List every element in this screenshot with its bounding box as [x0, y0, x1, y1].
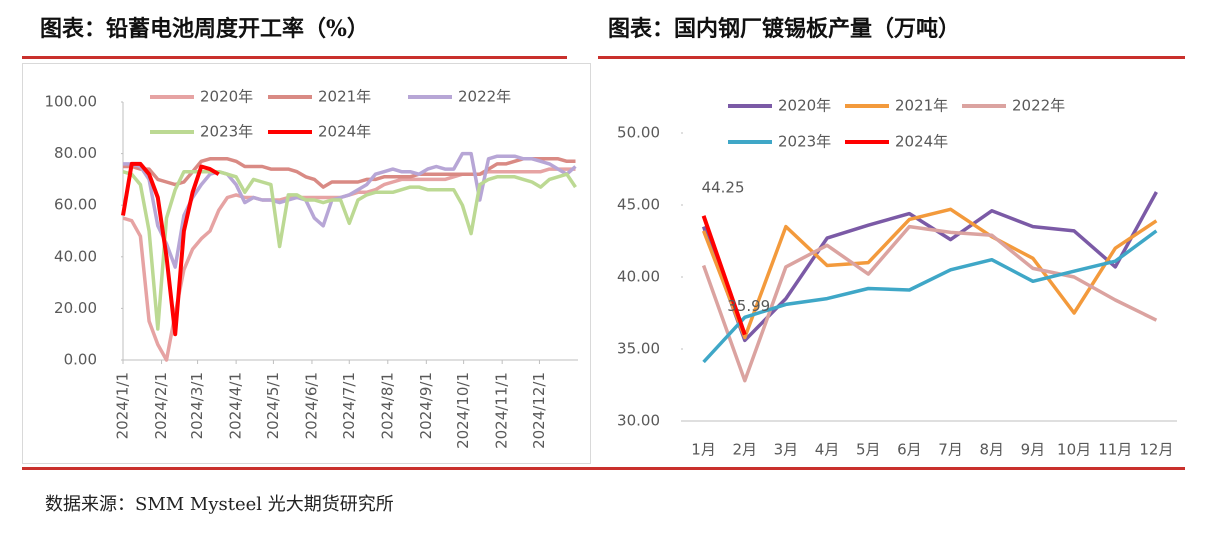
- x-tick-label: 2024/11/1: [493, 372, 511, 449]
- x-tick-label: 2024/9/1: [417, 372, 435, 439]
- y-tick-label: 45.00: [617, 196, 660, 214]
- series-line: [701, 207, 1158, 340]
- rule: [22, 56, 567, 59]
- x-tick-label: 4月: [815, 441, 840, 459]
- y-tick-label: 40.00: [617, 268, 660, 286]
- y-tick-label: 100.00: [45, 93, 98, 111]
- y-tick-label: 50.00: [617, 124, 660, 142]
- y-tick-label: 40.00: [54, 247, 97, 265]
- x-tick-label: 3月: [774, 441, 799, 459]
- legend-label: 2020年: [200, 88, 253, 106]
- series-line: [702, 229, 1158, 364]
- legend-label: 2023年: [778, 133, 831, 151]
- x-tick-label: 2024/1/1: [114, 372, 132, 439]
- legend-label: 2024年: [895, 133, 948, 151]
- y-tick-label: 0.00: [64, 351, 97, 369]
- y-tick-label: 20.00: [54, 299, 97, 317]
- data-label: 35.99: [727, 297, 770, 315]
- chart-title: 图表：国内钢厂镀锡板产量（万吨）: [608, 16, 960, 42]
- x-tick-label: 2024/6/1: [302, 372, 320, 439]
- rule: [22, 467, 1185, 470]
- x-tick-label: 6月: [897, 441, 922, 459]
- x-tick-label: 8月: [979, 441, 1004, 459]
- x-tick-label: 2024/10/1: [454, 372, 472, 449]
- x-tick-label: 12月: [1139, 441, 1173, 459]
- x-tick-label: 2024/12/1: [530, 372, 548, 449]
- x-tick-label: 7月: [938, 441, 963, 459]
- x-tick-label: 2024/3/1: [188, 372, 206, 439]
- x-tick-label: 2024/7/1: [340, 372, 358, 439]
- legend-label: 2022年: [1012, 97, 1065, 115]
- series-line: [121, 161, 220, 337]
- chart-frame: [22, 63, 591, 464]
- series-line: [701, 215, 747, 336]
- x-tick-label: 1月: [691, 441, 716, 459]
- x-tick-label: 11月: [1098, 441, 1132, 459]
- x-tick-label: 9月: [1021, 441, 1046, 459]
- y-tick-label: 80.00: [54, 144, 97, 162]
- legend-label: 2024年: [318, 123, 371, 141]
- x-tick-label: 2月: [732, 441, 757, 459]
- legend-label: 2021年: [318, 88, 371, 106]
- x-tick-label: 10月: [1057, 441, 1091, 459]
- source: 数据来源：SMM Mysteel 光大期货研究所: [45, 494, 394, 515]
- y-tick-label: 60.00: [54, 196, 97, 214]
- legend-label: 2022年: [458, 88, 511, 106]
- x-tick-label: 2024/2/1: [152, 372, 170, 439]
- x-tick-label: 5月: [856, 441, 881, 459]
- legend-label: 2023年: [200, 123, 253, 141]
- x-tick-label: 2024/8/1: [378, 372, 396, 439]
- y-tick-label: 35.00: [617, 340, 660, 358]
- series-line: [123, 151, 577, 269]
- rule: [598, 56, 1185, 59]
- legend-label: 2020年: [778, 97, 831, 115]
- chart-title: 图表：铅蓄电池周度开工率（%）: [40, 16, 369, 42]
- legend-label: 2021年: [895, 97, 948, 115]
- series-line: [123, 157, 576, 189]
- x-tick-label: 2024/5/1: [264, 372, 282, 439]
- series-line: [701, 224, 1158, 383]
- data-label: 44.25: [702, 178, 745, 196]
- x-tick-label: 2024/4/1: [227, 372, 245, 439]
- y-tick-label: 30.00: [617, 412, 660, 430]
